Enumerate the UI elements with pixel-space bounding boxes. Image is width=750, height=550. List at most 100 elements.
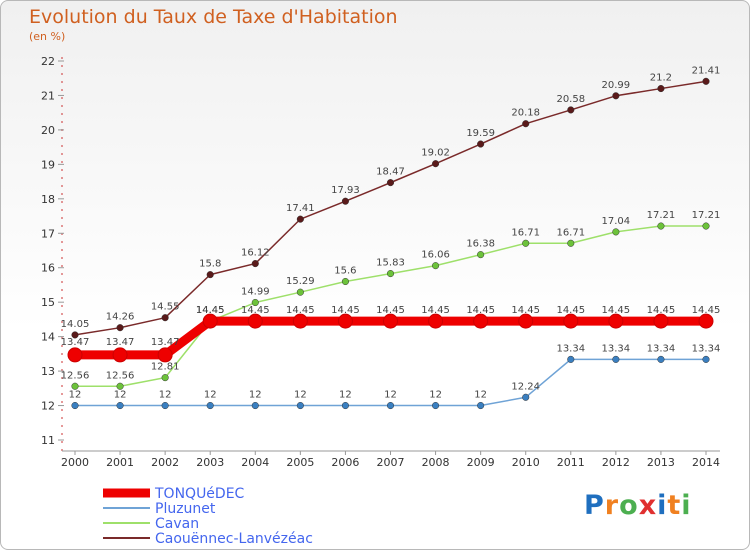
series-point-1	[612, 355, 620, 363]
series-point-0	[563, 313, 579, 329]
data-label: 14.45	[196, 305, 225, 316]
series-point-3	[71, 331, 79, 339]
series-point-1	[432, 401, 440, 410]
data-label: 14.45	[692, 305, 721, 316]
data-label: 16.71	[556, 227, 585, 238]
series-point-1	[522, 393, 530, 401]
data-label: 18.47	[376, 167, 405, 178]
x-tick-label: 2013	[647, 456, 675, 469]
series-point-0	[653, 313, 669, 329]
series-point-1	[116, 401, 124, 410]
data-label: 14.26	[106, 312, 135, 323]
series-point-0	[608, 313, 624, 329]
y-tick-label: 20	[41, 124, 55, 137]
series-point-3	[702, 77, 710, 85]
data-label: 14.45	[421, 305, 450, 316]
series-point-0	[337, 313, 353, 329]
data-label: 12	[429, 390, 442, 401]
logo-letter: i	[681, 490, 692, 521]
data-label: 14.45	[196, 305, 225, 316]
series-point-0	[383, 313, 398, 329]
data-label: 13.47	[106, 337, 135, 348]
data-label: 14.55	[151, 302, 180, 313]
x-tick-label: 2012	[602, 456, 630, 469]
data-label: 14.45	[286, 305, 315, 316]
data-label: 12	[474, 390, 487, 401]
series-point-2	[71, 382, 79, 390]
series-point-3	[296, 215, 304, 223]
data-label: 13.34	[692, 343, 721, 354]
series-point-2	[386, 270, 395, 278]
series-point-2	[567, 239, 575, 247]
data-label: 12	[69, 390, 82, 401]
data-label: 14.05	[61, 319, 90, 330]
legend-label: Pluzunet	[155, 501, 216, 517]
data-label: 14.45	[511, 305, 540, 316]
data-label: 12.56	[61, 370, 90, 381]
data-label: 17.41	[286, 203, 315, 214]
logo-letter: i	[657, 490, 668, 521]
data-label: 12.81	[151, 362, 180, 373]
data-label: 13.47	[61, 337, 90, 348]
x-tick-label: 2005	[286, 456, 314, 469]
series-point-3	[522, 120, 530, 128]
series-point-3	[116, 324, 124, 332]
y-tick-label: 18	[41, 193, 55, 206]
series-point-2	[161, 374, 169, 382]
series-point-1	[657, 355, 665, 363]
series-point-1	[702, 355, 710, 363]
y-tick-label: 21	[41, 89, 55, 102]
series-point-0	[292, 313, 308, 329]
y-tick-label: 11	[41, 434, 55, 447]
series-point-2	[477, 251, 485, 259]
data-label: 12	[159, 390, 172, 401]
data-label: 13.34	[556, 343, 585, 354]
x-tick-label: 2007	[377, 456, 405, 469]
series-point-0	[428, 313, 444, 329]
data-label: 15.8	[199, 259, 221, 270]
legend-label: Cavan	[155, 516, 199, 532]
data-label: 16.71	[511, 227, 540, 238]
data-label: 20.58	[556, 94, 585, 105]
series-point-1	[206, 401, 214, 410]
series-point-3	[206, 271, 214, 279]
data-label: 17.93	[331, 185, 360, 196]
data-label: 12	[204, 390, 217, 401]
data-label: 17.21	[647, 210, 676, 221]
series-point-3	[477, 140, 485, 148]
series-point-0	[247, 313, 263, 329]
series-point-1	[161, 401, 169, 410]
x-tick-label: 2003	[196, 456, 224, 469]
data-label: 13.34	[602, 343, 631, 354]
logo-letter: t	[667, 490, 682, 521]
data-label: 14.99	[241, 287, 270, 298]
legend-label: TONQUéDEC	[154, 486, 245, 502]
series-point-2	[251, 298, 259, 307]
logo-letter: r	[604, 490, 620, 521]
data-label: 12	[294, 390, 307, 401]
logo-letter: o	[619, 490, 639, 521]
x-tick-label: 2006	[331, 456, 359, 469]
series-point-2	[116, 382, 124, 390]
y-tick-label: 22	[41, 55, 55, 68]
series-point-3	[386, 179, 395, 187]
series-point-0	[518, 313, 534, 329]
series-point-1	[296, 401, 304, 410]
x-tick-label: 2010	[512, 456, 540, 469]
data-label: 12	[114, 390, 127, 401]
y-tick-label: 15	[41, 296, 55, 309]
data-label: 14.45	[331, 305, 360, 316]
series-point-3	[161, 314, 169, 322]
series-point-0	[157, 347, 173, 363]
y-tick-label: 16	[41, 262, 55, 275]
data-label: 16.38	[466, 239, 495, 250]
data-label: 12.56	[106, 370, 135, 381]
data-label: 16.12	[241, 248, 270, 259]
data-label: 12	[339, 390, 352, 401]
series-point-2	[702, 222, 710, 230]
data-label: 21.2	[650, 73, 672, 84]
data-label: 15.83	[376, 258, 405, 269]
series-point-3	[341, 197, 349, 205]
